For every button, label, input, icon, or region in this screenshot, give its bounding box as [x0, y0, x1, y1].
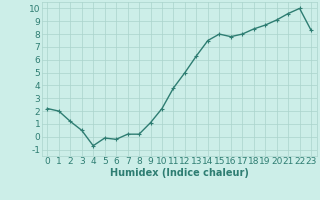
X-axis label: Humidex (Indice chaleur): Humidex (Indice chaleur) — [110, 168, 249, 178]
